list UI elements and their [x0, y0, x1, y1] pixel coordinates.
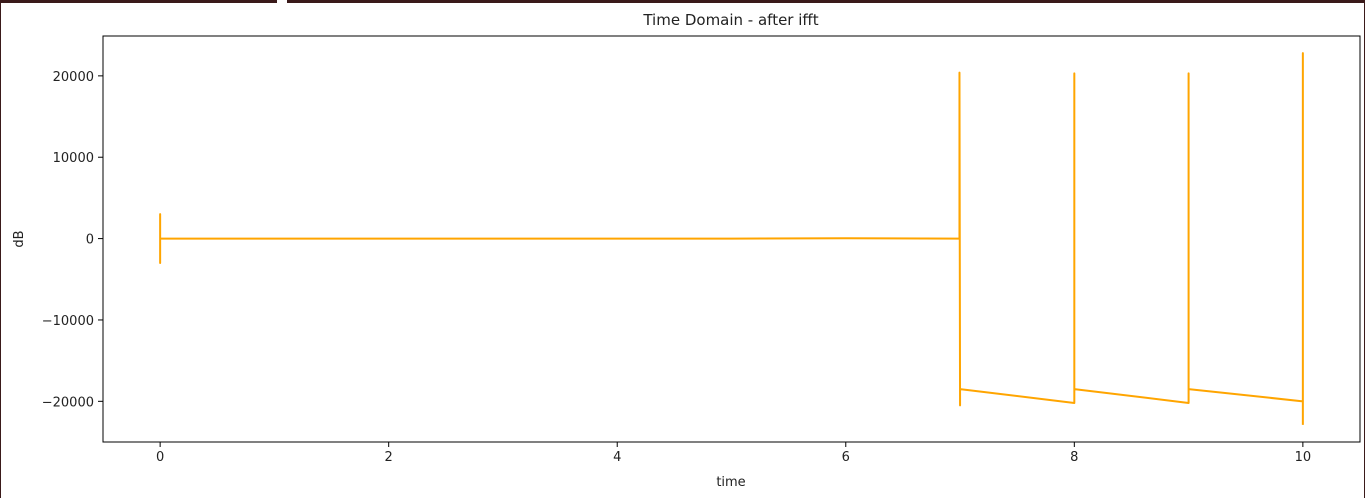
frame-border-top-right	[287, 0, 1365, 3]
frame-border-top-left	[0, 0, 277, 3]
plot-area	[159, 52, 1304, 425]
x-axis-label: time	[716, 475, 745, 490]
y-tick-label: 10000	[53, 151, 94, 166]
y-tick-label: 20000	[53, 70, 94, 85]
x-tick-label: 4	[613, 450, 621, 465]
x-tick-label: 8	[1070, 450, 1078, 465]
series-line-0	[159, 52, 1304, 425]
x-tick-label: 2	[385, 450, 393, 465]
y-tick-label: −20000	[42, 395, 94, 410]
chart-title: Time Domain - after ifft	[642, 11, 818, 29]
x-axis: 0 2 4 6 8 10	[156, 442, 1311, 465]
y-axis-label: dB	[12, 230, 27, 247]
y-tick-label: 0	[86, 233, 94, 248]
y-axis: −20000 −10000 0 10000 20000	[42, 70, 103, 410]
y-tick-label: −10000	[42, 314, 94, 329]
x-tick-label: 6	[842, 450, 850, 465]
frame-border-left	[0, 0, 1, 498]
x-tick-label: 0	[156, 450, 164, 465]
x-tick-label: 10	[1295, 450, 1312, 465]
